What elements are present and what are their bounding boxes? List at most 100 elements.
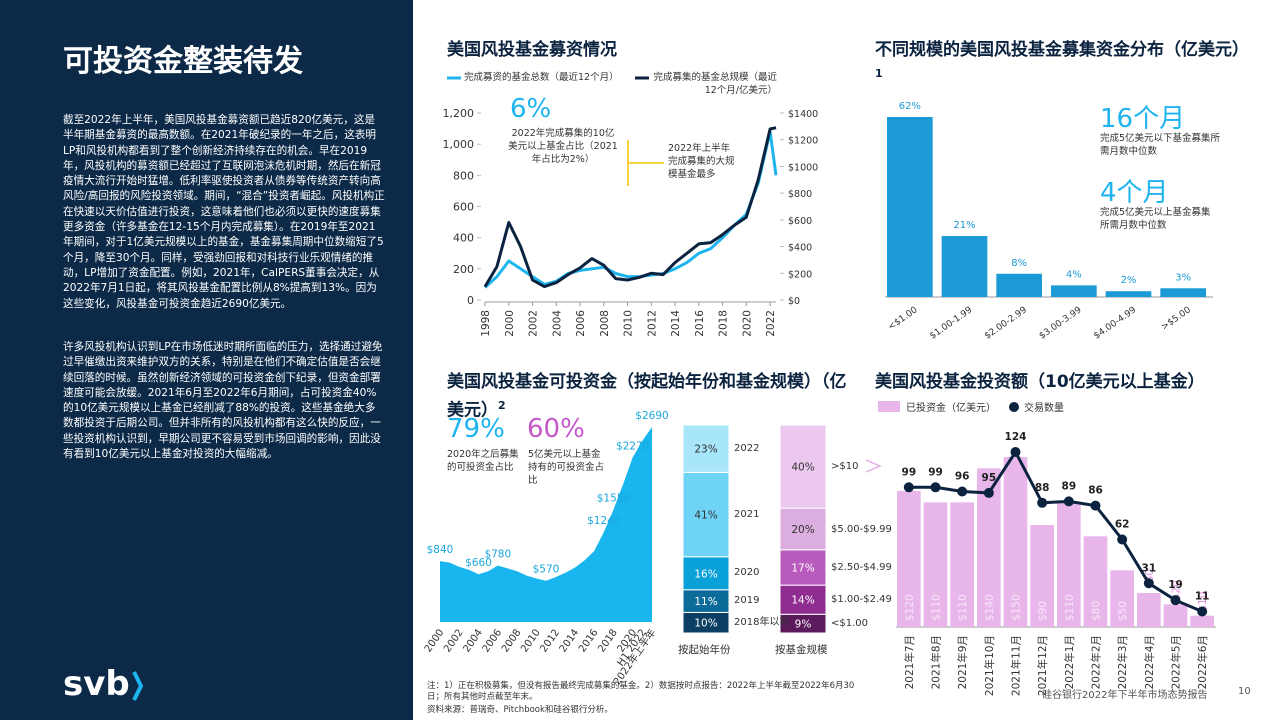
chart-title: 不同规模的美国风投基金募集资金分布（亿美元） 1 <box>875 38 1255 91</box>
sidebar-title: 可投资金整装待发 <box>63 44 303 79</box>
bar <box>1051 285 1097 297</box>
bar <box>1083 536 1108 627</box>
bar-segment <box>682 424 730 473</box>
point-label: 96 <box>955 471 970 483</box>
value-label: $570 <box>533 564 560 576</box>
arrow <box>865 459 882 473</box>
x-tick-label: 2022年4月 <box>1143 635 1156 689</box>
y-tick-label: 400 <box>453 232 474 245</box>
bar <box>977 468 1001 627</box>
chart-title: 美国风投基金募资情况 <box>447 38 617 62</box>
x-tick-label: 2014 <box>558 627 582 654</box>
annotation: 79% <box>447 414 505 444</box>
value-label: 62% <box>899 101 921 112</box>
segment-label: <$1.00 <box>831 618 869 630</box>
x-tick-label: $2.00-2.99 <box>983 305 1029 341</box>
x-tick-label: 2002 <box>528 310 540 337</box>
note: 资料来源：普瑞奇、Pitchbook和硅谷银行分析。 <box>427 705 613 715</box>
segment-label: $2.50-$4.99 <box>831 561 892 573</box>
x-tick-label: 2014 <box>670 310 682 337</box>
x-tick-label: 2021年10月 <box>983 635 996 696</box>
x-tick-label: 2022年2月 <box>1090 635 1103 689</box>
chart-title: 美国风投基金投资额（10亿美元以上基金） <box>875 370 1205 394</box>
bar <box>1030 525 1054 627</box>
x-tick-label: $4.00-4.99 <box>1092 305 1138 341</box>
value-label: $50 <box>1117 601 1129 621</box>
x-tick-label: 2022年5月 <box>1170 635 1183 689</box>
point <box>1063 496 1074 507</box>
segment-label: $5.00-$9.99 <box>831 523 892 535</box>
area <box>440 427 652 622</box>
segment-label: 2020 <box>734 567 760 579</box>
point <box>903 482 914 493</box>
point <box>1010 447 1021 457</box>
value-label: 10% <box>694 618 717 630</box>
title-text: 美国风投基金可投资金（按起始年份和基金规模）（亿美元） <box>447 372 847 421</box>
value-label: $110 <box>931 594 943 621</box>
title-text: 不同规模的美国风投基金募集资金分布（亿美元） <box>875 40 1249 60</box>
value-label: 2% <box>1121 275 1137 286</box>
title-note: 1 <box>875 67 883 80</box>
bar-segment <box>779 507 827 551</box>
point <box>1037 497 1048 508</box>
x-tick-label: 2021年12月 <box>1036 635 1049 696</box>
point-label: 89 <box>1062 480 1077 492</box>
paragraph: 截至2022年上半年，美国风投基金募资额已趋近820亿美元，这是半年期基金募资的… <box>63 114 385 310</box>
annotation: 2020年之后募集的可投资金占比 <box>447 449 519 473</box>
title-note: 2 <box>498 399 506 412</box>
y2-tick-label: $600 <box>788 216 812 227</box>
bar <box>1160 288 1206 297</box>
bar <box>1057 502 1081 627</box>
legend-label: 已投资金（亿美元） <box>906 403 996 414</box>
x-tick-label: $3.00-3.99 <box>1038 305 1084 341</box>
y2-tick-label: $0 <box>788 296 800 307</box>
x-tick-label: 2010 <box>623 310 635 337</box>
point-label: 31 <box>1142 562 1157 574</box>
sidebar-bg <box>0 0 413 720</box>
bar <box>941 236 988 297</box>
bar <box>887 117 933 297</box>
x-tick-label: 2016 <box>577 627 601 654</box>
point-label: 86 <box>1088 485 1103 497</box>
bar <box>1110 570 1134 627</box>
x-tick-label: 2022 <box>765 310 777 337</box>
value-label: 8% <box>1011 258 1027 269</box>
y-tick-label: 1,200 <box>443 107 475 120</box>
annotation: 4个月 <box>1100 178 1169 208</box>
x-tick-label: 2018 <box>718 310 730 337</box>
x-tick-label: 2008 <box>599 310 611 337</box>
value-label: 9% <box>795 619 812 631</box>
bar-segment <box>779 424 827 509</box>
line-series <box>483 126 777 289</box>
annotation: 16个月 <box>1100 104 1186 134</box>
value-label: 14% <box>791 595 814 607</box>
point-label: 19 <box>1168 579 1183 591</box>
value-label: $10 <box>1197 592 1209 612</box>
bar-segment <box>682 556 730 591</box>
value-label: 16% <box>694 568 717 580</box>
value-label: $2270 <box>616 440 649 452</box>
point <box>1197 606 1208 617</box>
point <box>957 486 968 497</box>
x-tick-label: 2012 <box>538 627 562 654</box>
note: 注：1）正在积极募集，但没有报告最终完成募集的基金。2）数据按时点报告：2022… <box>427 681 855 702</box>
point <box>930 482 941 493</box>
value-label: $80 <box>1091 601 1103 621</box>
bar <box>923 502 948 627</box>
x-tick-label: 2000 <box>504 310 516 337</box>
x-tick-label: 2018 <box>596 627 620 654</box>
segment-label: 2019 <box>734 595 760 607</box>
y-tick-label: 600 <box>453 201 474 214</box>
value-label: $780 <box>484 548 511 560</box>
bar <box>1105 291 1152 297</box>
value-label: $110 <box>957 594 969 621</box>
bar <box>996 273 1042 297</box>
value-label: $140 <box>984 594 996 621</box>
category-label: 按基金规模 <box>775 644 828 656</box>
bar <box>1137 593 1161 627</box>
bar <box>897 491 921 627</box>
bar-segment <box>779 584 827 615</box>
logo-chevron <box>132 671 144 701</box>
value-label: 3% <box>1175 272 1191 283</box>
